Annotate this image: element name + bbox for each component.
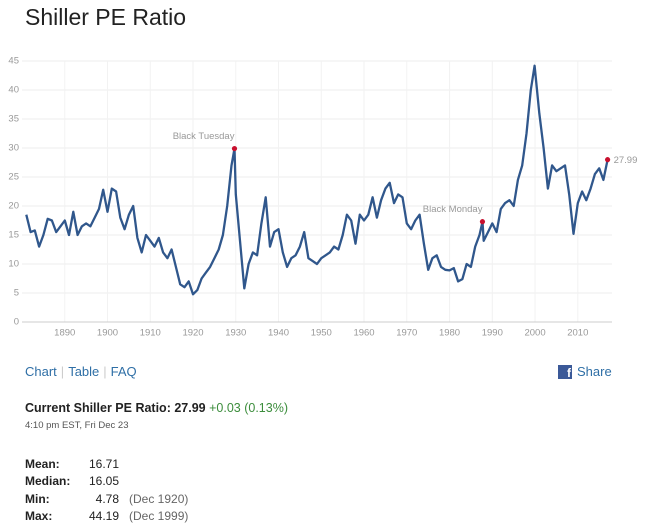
stats-cell: Max: bbox=[25, 509, 53, 524]
current-label: Current Shiller PE Ratio: bbox=[25, 401, 171, 415]
y-tick-label: 15 bbox=[8, 230, 19, 241]
data-line bbox=[25, 64, 609, 296]
stats-cell: (Dec 1920) bbox=[129, 491, 189, 506]
facebook-icon: f bbox=[558, 364, 572, 379]
page-title: Shiller PE Ratio bbox=[25, 4, 187, 30]
separator: | bbox=[103, 364, 107, 379]
y-tick-label: 25 bbox=[8, 172, 19, 183]
annotation-label: Black Monday bbox=[423, 204, 483, 215]
stats-cell: Median: bbox=[25, 474, 71, 489]
nav-link[interactable]: Table bbox=[68, 364, 100, 379]
stats-cell: 16.05 bbox=[88, 474, 119, 489]
nav-link[interactable]: Chart bbox=[25, 364, 57, 379]
y-tick-label: 0 bbox=[14, 317, 19, 328]
y-tick-label: 45 bbox=[8, 56, 19, 67]
stats-row: Max: 44.19 (Dec 1999) bbox=[25, 508, 188, 526]
stats-table: Mean: 16.71 Median: 16.05 Min: 4.78 (Dec 1920)… bbox=[25, 455, 188, 525]
share-button[interactable]: f Share bbox=[558, 364, 612, 379]
y-tick-label: 40 bbox=[8, 85, 19, 96]
stats-row: Mean: 16.71 bbox=[25, 455, 188, 473]
x-tick-label: 1920 bbox=[182, 328, 203, 339]
y-tick-label: 10 bbox=[8, 259, 19, 270]
y-tick-label: 5 bbox=[14, 288, 19, 299]
current-number: 27.99 bbox=[174, 401, 206, 415]
x-tick-label: 1910 bbox=[140, 328, 161, 339]
y-tick-label: 20 bbox=[8, 201, 19, 212]
current-value: Current Shiller PE Ratio: 27.99 +0.03 (0… bbox=[25, 401, 288, 415]
x-tick-label: 1890 bbox=[54, 328, 75, 339]
x-tick-label: 1930 bbox=[225, 328, 246, 339]
x-tick-label: 1960 bbox=[353, 328, 374, 339]
x-tick-label: 1990 bbox=[482, 328, 503, 339]
x-tick-label: 2010 bbox=[567, 328, 588, 339]
nav-link[interactable]: FAQ bbox=[110, 364, 137, 379]
stats-cell: (Dec 1999) bbox=[129, 509, 189, 524]
x-tick-label: 1940 bbox=[268, 328, 289, 339]
stats-cell: Mean: bbox=[25, 456, 60, 471]
stats-cell bbox=[119, 473, 188, 491]
y-tick-label: 35 bbox=[8, 114, 19, 125]
chart: 0 5 10 15 20 25 30 35 40 45 1890 1900 1910 1920 1930 19… bbox=[8, 56, 638, 339]
stats-cell: 4.78 bbox=[95, 491, 119, 506]
separator: | bbox=[60, 364, 65, 379]
stats-cell: 44.19 bbox=[88, 509, 119, 524]
stats-cell: Min: bbox=[25, 491, 50, 506]
x-tick-label: 1950 bbox=[311, 328, 332, 339]
x-tick-label: 1970 bbox=[396, 328, 417, 339]
x-tick-label: 1900 bbox=[97, 328, 118, 339]
x-tick-label: 1980 bbox=[439, 328, 460, 339]
annotation-marker bbox=[479, 219, 486, 225]
annotation-marker bbox=[231, 145, 238, 152]
stats-row: Min: 4.78 (Dec 1920) bbox=[25, 490, 188, 508]
last-label: 27.99 bbox=[614, 155, 638, 166]
nav: Chart | Table | FAQ bbox=[25, 364, 137, 379]
annotation-label: Black Tuesday bbox=[173, 131, 235, 142]
last-marker bbox=[604, 157, 611, 163]
stats-row: Median: 16.05 bbox=[25, 473, 188, 491]
timestamp: 4:10 pm EST, Fri Dec 23 bbox=[25, 420, 129, 431]
y-tick-label: 30 bbox=[8, 143, 19, 154]
x-tick-label: 2000 bbox=[524, 328, 545, 339]
share-label: Share bbox=[577, 364, 612, 379]
stats-cell: 16.71 bbox=[88, 456, 119, 471]
current-change: +0.03 (0.13%) bbox=[209, 401, 288, 415]
stats-cell bbox=[119, 455, 188, 473]
